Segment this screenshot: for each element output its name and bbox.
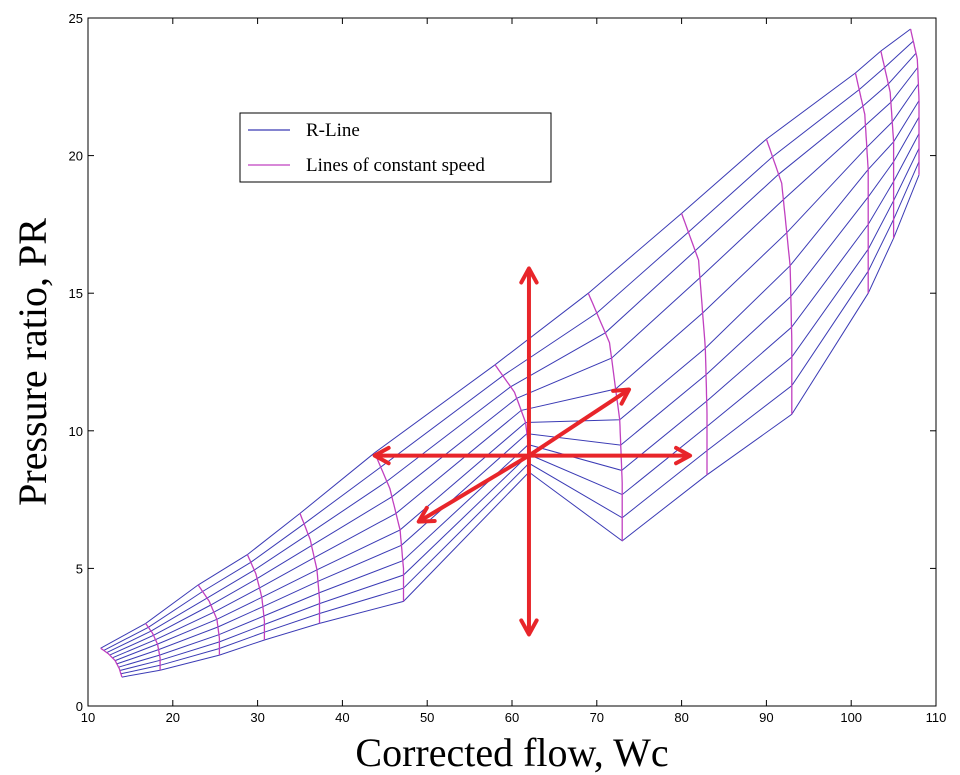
- legend: R-Line Lines of constant speed: [239, 112, 552, 183]
- y-tick-label: 5: [76, 561, 83, 576]
- arrow-shaft: [527, 387, 631, 458]
- x-axis-title: Corrected flow, Wc: [355, 730, 668, 775]
- y-tick-label: 25: [69, 11, 83, 26]
- constant-speed-line: [680, 213, 708, 475]
- x-tick-label: 110: [926, 710, 947, 725]
- arrow-head: [372, 445, 391, 466]
- constant-speed-line: [197, 584, 221, 656]
- constant-speed-line: [299, 513, 321, 624]
- x-tick-label: 20: [166, 710, 180, 725]
- constant-speed-line: [587, 292, 623, 541]
- y-tick-label: 15: [69, 286, 83, 301]
- y-tick-label: 20: [69, 149, 83, 164]
- y-axis-title: Pressure ratio, PR: [10, 218, 55, 506]
- x-tick-label: 40: [335, 710, 349, 725]
- constant-speed-line: [100, 647, 123, 678]
- legend-rline-label: R-Line: [306, 120, 360, 141]
- constant-speed-line: [765, 138, 793, 415]
- x-tick-label: 60: [505, 710, 519, 725]
- x-tick-label: 100: [840, 710, 862, 725]
- constant-speed-line: [854, 72, 869, 294]
- arrow-head: [519, 266, 539, 285]
- direction-arrows: [372, 266, 693, 637]
- constant-speed-line: [246, 554, 266, 640]
- x-tick-label: 70: [590, 710, 604, 725]
- x-tick-label: 10: [81, 710, 95, 725]
- arrow-head: [416, 505, 437, 524]
- axis-ticks: 10 20 30 40 50 60 70 80 90 100 110 0 5 10 15 20 25: [69, 11, 947, 725]
- arrow-head: [519, 618, 539, 637]
- legend-box: [239, 112, 552, 183]
- y-tick-label: 0: [76, 699, 83, 714]
- x-tick-label: 90: [759, 710, 773, 725]
- x-tick-label: 80: [674, 710, 688, 725]
- arrow-head: [611, 387, 632, 406]
- legend-speed-label: Lines of constant speed: [306, 155, 485, 176]
- arrow-head: [674, 445, 693, 466]
- arrow-shaft: [417, 453, 530, 524]
- x-tick-label: 30: [250, 710, 264, 725]
- constant-speed-line: [880, 50, 895, 239]
- constant-speed-line: [909, 28, 920, 175]
- constant-speed-line: [145, 623, 161, 671]
- constant-speed-line: [374, 452, 405, 602]
- x-tick-label: 50: [420, 710, 434, 725]
- y-tick-label: 10: [69, 424, 83, 439]
